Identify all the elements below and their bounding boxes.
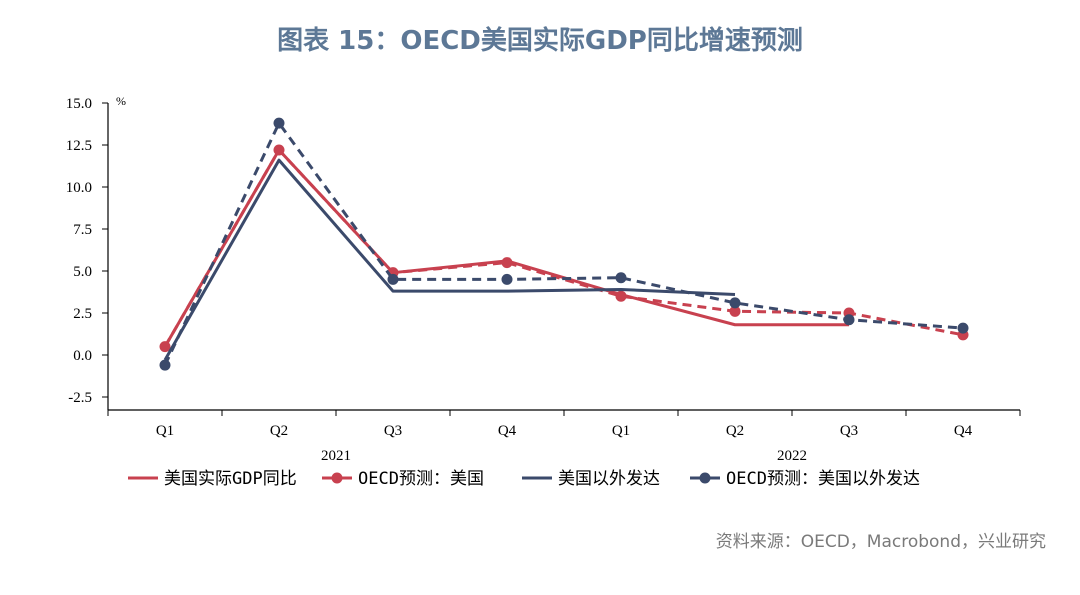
legend-item: OECD预测：美国以外发达 [690, 469, 920, 489]
source-note: 资料来源：OECD，Macrobond，兴业研究 [715, 532, 1046, 552]
series-3 [159, 117, 969, 371]
x-tick-label: Q2 [270, 423, 288, 439]
legend-label: OECD预测：美国以外发达 [726, 469, 920, 489]
data-point [843, 314, 855, 326]
legend-marker [331, 472, 343, 484]
legend-marker [699, 472, 711, 484]
series-line [163, 121, 964, 366]
y-tick-label: 2.5 [73, 306, 92, 322]
data-point [159, 359, 171, 371]
data-point [615, 272, 627, 284]
axes: 15.0 12.5 10.0 7.5 5.0 2.5 0.0 -2.5% Q1 Q2 Q3 Q4 Q1 Q… [66, 94, 1021, 464]
series-layer [159, 117, 969, 371]
y-axis-unit: % [116, 94, 126, 108]
x-year-label: 2021 [321, 448, 351, 464]
x-tick-label: Q3 [840, 423, 858, 439]
legend-label: 美国实际GDP同比 [164, 469, 297, 489]
data-point [501, 273, 513, 285]
data-point [273, 117, 285, 129]
series-2 [163, 158, 736, 361]
x-tick-label: Q4 [954, 423, 973, 439]
x-year-label: 2022 [777, 448, 807, 464]
x-tick-label: Q3 [384, 423, 402, 439]
data-point [159, 341, 171, 353]
legend-item: OECD预测：美国 [322, 469, 484, 489]
chart: 15.0 12.5 10.0 7.5 5.0 2.5 0.0 -2.5% Q1 Q2 Q3 Q4 Q1 Q… [66, 94, 1021, 489]
data-point [729, 305, 741, 317]
y-tick-label: 7.5 [73, 222, 92, 238]
series-1 [159, 144, 969, 353]
y-tick-label: 10.0 [66, 180, 92, 196]
legend-item: 美国以外发达 [522, 469, 660, 489]
y-tick-label: 12.5 [66, 138, 92, 154]
x-tick-label: Q1 [612, 423, 630, 439]
data-point [957, 322, 969, 334]
legend: 美国实际GDP同比 OECD预测：美国 美国以外发达 OECD预测：美国以外发达 [128, 469, 920, 489]
data-point [501, 257, 513, 269]
y-tick-label: -2.5 [68, 390, 92, 406]
legend-item: 美国实际GDP同比 [128, 469, 297, 489]
x-tick-label: Q1 [156, 423, 174, 439]
data-point [615, 290, 627, 302]
y-tick-label: 5.0 [73, 264, 92, 280]
series-line [163, 158, 736, 361]
legend-label: 美国以外发达 [558, 469, 660, 489]
data-point [729, 297, 741, 309]
x-tick-label: Q4 [498, 423, 517, 439]
chart-title: 图表 15：OECD美国实际GDP同比增速预测 [277, 26, 803, 56]
y-tick-label: 0.0 [73, 348, 92, 364]
series-line [163, 148, 964, 348]
legend-label: OECD预测：美国 [358, 469, 484, 489]
data-point [387, 273, 399, 285]
y-tick-label: 15.0 [66, 96, 92, 112]
data-point [273, 144, 285, 156]
x-tick-label: Q2 [726, 423, 744, 439]
